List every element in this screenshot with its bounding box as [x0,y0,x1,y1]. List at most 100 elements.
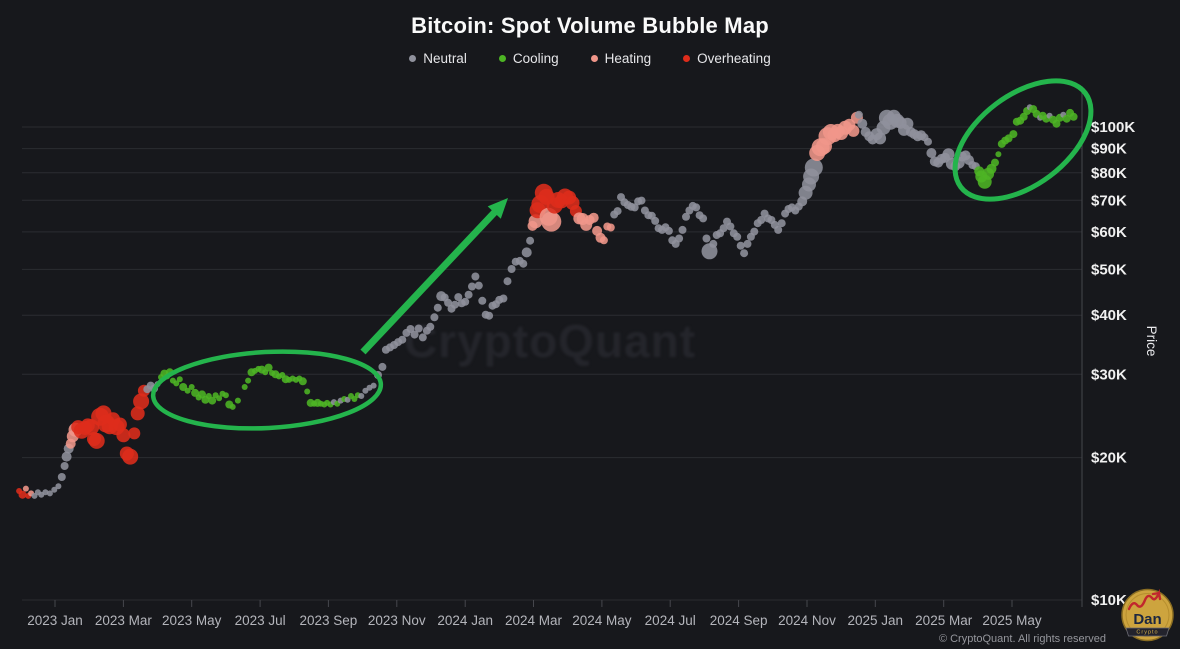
y-tick-label: $80K [1091,165,1127,182]
bubble-neutral [60,462,69,470]
legend: Neutral Cooling Heating Overheating [0,51,1180,66]
bubble-neutral [726,222,735,231]
bubble-neutral [682,212,690,221]
bubble-cooling [191,388,200,397]
legend-item-heating[interactable]: Heating [590,51,652,66]
bubble-neutral [526,236,535,245]
bubble-neutral [406,325,415,333]
bubble-neutral [418,333,427,342]
x-tick-label: 2025 Mar [915,613,973,628]
legend-label: Cooling [512,51,559,66]
bubble-neutral [464,290,473,299]
bubble-heating [541,211,562,232]
bubble-neutral [750,227,759,236]
bubble-neutral [699,214,708,223]
bubble-neutral [757,216,766,224]
legend-item-cooling[interactable]: Cooling [498,51,559,66]
dan-logo: Dan Crypto [1121,588,1174,642]
bubble-neutral [774,225,783,234]
bubble-neutral [414,324,423,333]
bubble-neutral [61,451,72,462]
bubble-neutral [507,265,516,273]
bubble-cooling [1019,112,1028,121]
x-tick-label: 2024 Jul [645,613,696,628]
bubble-cooling [216,395,223,402]
bubble-overheating [112,417,127,432]
y-tick-label: $70K [1091,192,1127,209]
bubble-cooling [245,377,252,384]
bubble-neutral [55,483,62,490]
chart-title: Bitcoin: Spot Volume Bubble Map [411,13,769,38]
bubble-neutral [709,239,718,248]
bubble-neutral [854,110,863,119]
x-tick-label: 2023 Mar [95,613,153,628]
y-tick-label: $90K [1091,141,1127,158]
bubble-neutral [901,117,914,130]
bubble-cooling [229,403,236,410]
dan-logo-arrow-icon [1127,588,1162,611]
bubble-neutral [519,259,528,268]
bubble-neutral [468,282,476,291]
y-tick-label: $60K [1091,224,1127,241]
bubble-neutral [358,393,365,399]
bubble-cooling [176,376,183,383]
legend-item-overheating[interactable]: Overheating [683,51,771,66]
bubble-neutral [926,148,937,158]
dan-logo-ribbon-text: Crypto [1136,630,1158,636]
x-tick-label: 2024 Sep [710,613,768,628]
x-tick-label: 2023 Sep [299,613,357,628]
legend-dot-neutral [409,55,417,62]
bubble-neutral [678,225,687,234]
bubble-neutral [471,272,480,281]
bubble-neutral [743,239,752,248]
bubble-cooling [1062,114,1071,123]
legend-label: Heating [604,51,652,66]
bubble-cooling [1009,130,1018,139]
annotation-ellipse-1 [150,349,384,431]
bubble-neutral [613,207,622,216]
bubble-neutral [692,203,701,212]
bubble-cooling [173,380,180,387]
bubble-overheating [18,490,27,499]
legend-dot-overheating [683,55,691,62]
legend-item-neutral[interactable]: Neutral [409,51,467,66]
bubble-neutral [444,298,453,307]
legend-label: Overheating [697,51,771,66]
bubble-neutral [499,294,508,303]
legend-label: Neutral [423,51,467,66]
y-tick-label: $50K [1091,261,1127,278]
x-tick-label: 2023 May [162,613,222,628]
bubble-neutral [378,362,387,371]
bubble-cooling [264,363,273,372]
bubble-cooling [1069,112,1078,121]
bubble-overheating [133,393,150,410]
bubble-neutral [804,158,823,177]
y-tick-label: $10K [1091,592,1127,609]
annotation-ellipse-2 [952,78,1094,202]
x-tick-label: 2025 May [982,613,1042,628]
bubble-neutral [740,249,749,258]
bubble-heating [606,223,615,232]
cryptoquant-watermark: CryptoQuant [403,315,697,367]
bubble-cooling [222,392,229,399]
bubble-cooling [234,397,241,404]
bubble-cooling [1052,119,1061,128]
bubble-neutral [675,234,684,243]
bubble-neutral [736,241,745,250]
bubble-neutral [664,226,673,235]
x-tick-label: 2023 Jul [235,613,286,628]
x-tick-label: 2024 Nov [778,613,836,628]
bubble-neutral [637,196,646,205]
bubble-neutral [430,313,439,322]
dan-logo-ring [1125,593,1170,637]
y-tick-label: $20K [1091,450,1127,467]
bubble-neutral [370,382,377,389]
bubble-neutral [733,232,742,241]
y-tick-label: $100K [1091,119,1135,136]
bubble-neutral [57,473,66,481]
bubble-neutral [461,297,470,306]
bubble-overheating [122,448,139,465]
bubble-overheating [116,428,131,443]
